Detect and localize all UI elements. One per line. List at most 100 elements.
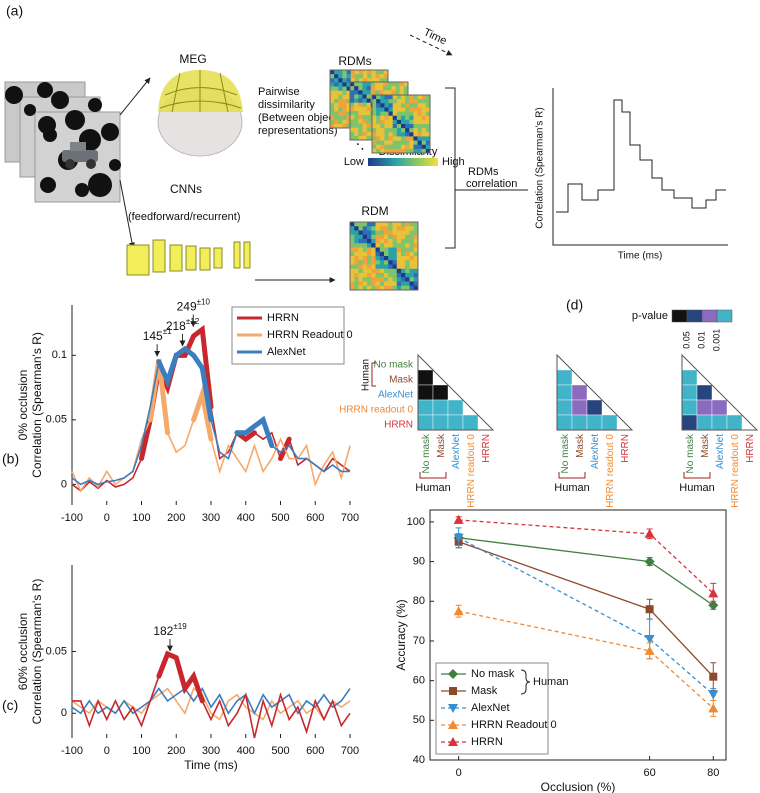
rdm-cell [350,82,355,87]
rdm-cell [372,99,377,104]
rdm-cell [392,115,398,121]
rdm-cell [346,99,352,104]
y-axis-label: 60% occlusion [16,613,30,690]
rdm-cell [396,99,402,104]
rdm-cell [417,128,423,133]
rdm-cell [396,107,402,112]
significance-segment [147,358,171,436]
rdm-cell [363,70,368,75]
rdm-cell [401,247,406,253]
rdm-cell [342,99,347,104]
rdm-cell [384,285,389,291]
rdm-cell [399,82,405,87]
rdm-cell [401,239,406,244]
rdm-cell [388,132,394,137]
rdm-cell [399,86,405,91]
x-tick-label: 0 [456,767,462,779]
rdm-cell [384,144,389,150]
rdm-cell [380,136,385,141]
rdm-cell [409,115,414,121]
rdm-cell [376,136,381,141]
rdm-cell [338,94,343,100]
row-label: HRRN readout 0 [339,405,413,416]
rdm-cell [388,222,393,227]
rdm-cell [375,273,381,278]
significance-segment [156,345,214,423]
rdm-cell [413,285,419,291]
rdm-cell [421,115,427,121]
column-label: AlexNet [451,434,462,469]
rdm-cell [405,226,410,231]
rdm-cell [372,140,377,146]
rdm-cell [383,86,388,91]
rdm-cell [388,119,394,125]
rdm-cell [396,128,402,133]
column-label: AlexNet [715,434,726,469]
rdm-cell [354,285,359,291]
rdm-cell [354,131,359,137]
rdm-cell [383,70,389,75]
rdm-cell [379,74,385,79]
rdm-cell [425,132,431,137]
rdm-cell [384,124,389,129]
rdm-cell [396,115,402,121]
rdm-cell [362,119,367,124]
rdm-cell [409,264,415,270]
rdm-cell [367,234,372,240]
rdm-cell [359,70,364,75]
rdm-cell [401,222,406,227]
rdm-cell [371,260,376,265]
rdm-cell [362,90,367,95]
p-value-cell [586,399,603,416]
p-value-cell [417,414,434,431]
rdm-cell [401,243,406,248]
rdm-cell [358,277,364,282]
rdm-cell [405,251,410,257]
rdm-cell [401,119,406,125]
marker [708,690,719,700]
matrix-outline [556,353,634,431]
rdm-cell [358,222,364,227]
rdm-cell [392,260,398,265]
rdm-cell [405,128,410,133]
rdm-cell [392,144,398,150]
rdm-cell [375,226,381,231]
rdm-cell [342,107,347,112]
annotation-value: 145 [143,329,163,343]
column-label: HRRN readout 0 [730,434,741,508]
rdm-cell [354,78,360,83]
rdm-cell [396,222,402,227]
rdm-cell [362,239,368,244]
inset-chart: Correlation (Spearman's R) Time (ms) [535,88,728,262]
legend-label: Mask [471,685,498,697]
rdm-cell [384,136,389,141]
rdm-cell [362,285,368,291]
rdm-cell [396,239,402,244]
rdm-cell [401,268,406,274]
row-label: HRRN [384,420,413,431]
rdm-cell [367,260,372,265]
rdm-cell [417,140,423,146]
row-label: Mask [389,375,414,386]
rdm-cell [358,285,364,291]
rdms-label: RDMs [338,54,371,68]
colorbar-tick-label: 0.01 [696,331,706,349]
x-tick-label: -100 [61,512,83,524]
marker [708,588,719,598]
rdm-cell [350,70,356,75]
rdm-cell [330,99,335,104]
rdm-cell [371,74,376,79]
rdm-cell [417,136,423,141]
rdm-cell [338,107,343,112]
colorbar-tick-label: 0.05 [681,331,691,349]
y-axis-label: 0% occlusion [16,370,30,441]
column-label: Mask [436,433,447,458]
rdm-cell [417,124,423,129]
rdm-cell [401,226,406,231]
rdm-cell [380,140,385,146]
rdm-cell [421,136,427,141]
rdm-cell [350,260,355,265]
rdm-cell [425,115,431,121]
rdm-cell [392,119,398,125]
rdm-cell [413,230,419,236]
